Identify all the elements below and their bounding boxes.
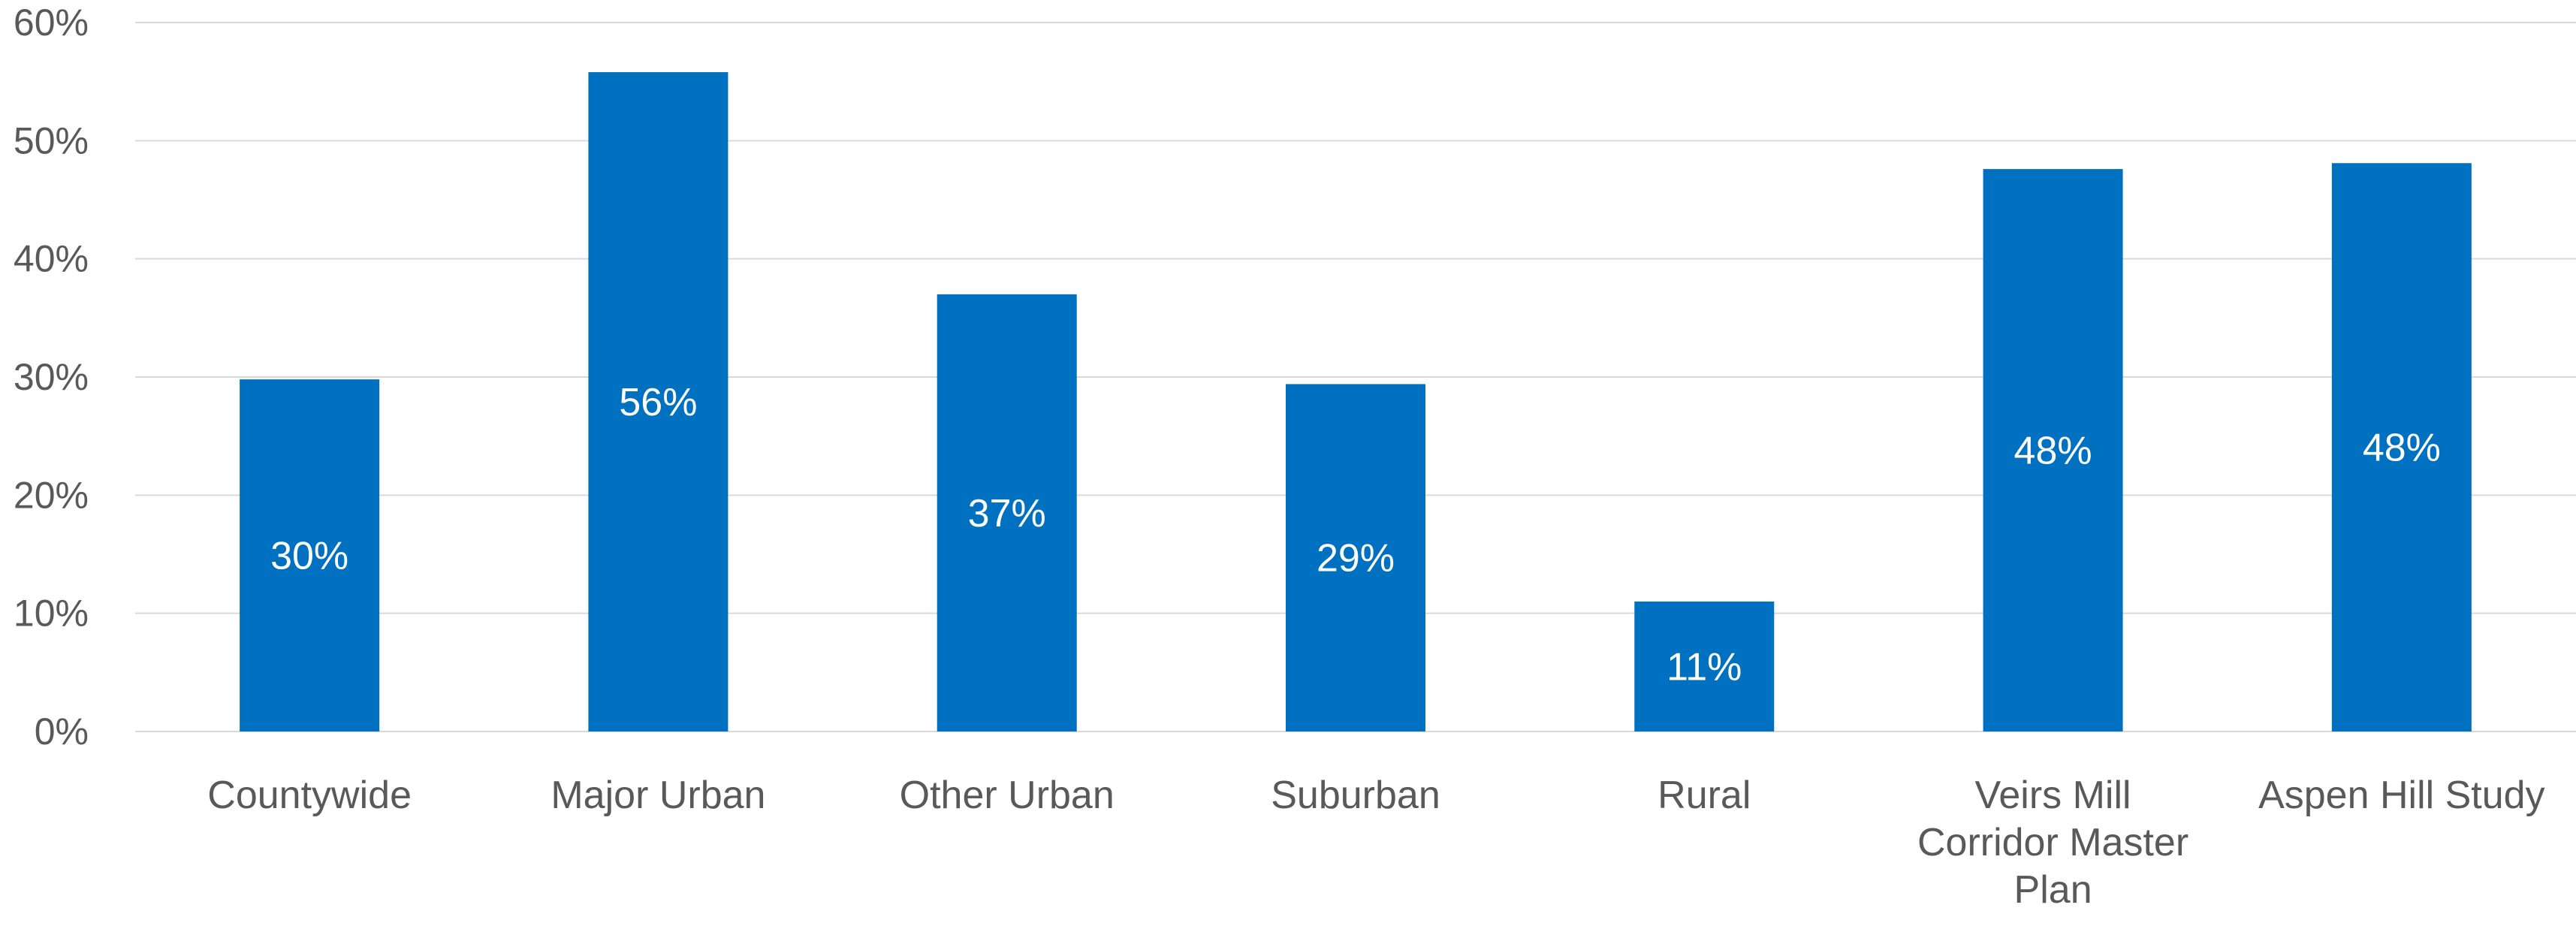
x-tick-label: Other Urban — [900, 774, 1115, 817]
y-axis-tick-labels: 0% 10% 20% 30% 40% 50% 60% — [14, 2, 89, 753]
x-tick-label: Veirs Mill Corridor Master Plan — [1917, 774, 2188, 912]
data-label: 48% — [2363, 427, 2441, 470]
x-tick-label-line: Plan — [2014, 868, 2092, 912]
data-label: 30% — [270, 535, 348, 578]
bar — [2331, 163, 2472, 731]
y-tick-label: 30% — [14, 356, 89, 398]
x-tick-label: Major Urban — [550, 774, 765, 817]
bar — [1286, 384, 1425, 731]
x-tick-label-line: Suburban — [1271, 774, 1440, 817]
x-tick-label-line: Major Urban — [550, 774, 765, 817]
y-tick-label: 50% — [14, 119, 89, 161]
bar — [240, 379, 380, 731]
data-labels: 30% 56% 37% 29% 11% 48% 48% — [270, 381, 2441, 689]
y-tick-label: 40% — [14, 238, 89, 280]
x-tick-label: Suburban — [1271, 774, 1440, 817]
data-label: 11% — [1667, 645, 1742, 689]
bar — [937, 294, 1077, 731]
x-tick-label-line: Rural — [1658, 774, 1751, 817]
x-tick-label-line: Countywide — [207, 774, 412, 817]
x-tick-label: Rural — [1658, 774, 1751, 817]
bar — [588, 72, 728, 731]
bar — [1983, 169, 2123, 732]
x-tick-label: Aspen Hill Study — [2258, 774, 2545, 817]
data-label: 37% — [968, 492, 1046, 535]
data-label: 56% — [619, 381, 697, 424]
x-tick-label-line: Aspen Hill Study — [2258, 774, 2545, 817]
y-tick-label: 20% — [14, 474, 89, 516]
bar — [1634, 601, 1775, 731]
y-tick-label: 0% — [35, 710, 89, 753]
data-label: 29% — [1317, 537, 1395, 581]
data-label: 48% — [2014, 430, 2092, 473]
y-tick-label: 60% — [14, 2, 89, 44]
x-axis-tick-labels: Countywide Major Urban Other Urban Suburban… — [207, 774, 2544, 912]
x-tick-label-line: Other Urban — [900, 774, 1115, 817]
x-tick-label-line: Corridor Master — [1917, 821, 2188, 864]
x-tick-label-line: Veirs Mill — [1975, 774, 2131, 817]
x-tick-label: Countywide — [207, 774, 412, 817]
y-tick-label: 10% — [14, 593, 89, 635]
bars — [240, 72, 2472, 732]
